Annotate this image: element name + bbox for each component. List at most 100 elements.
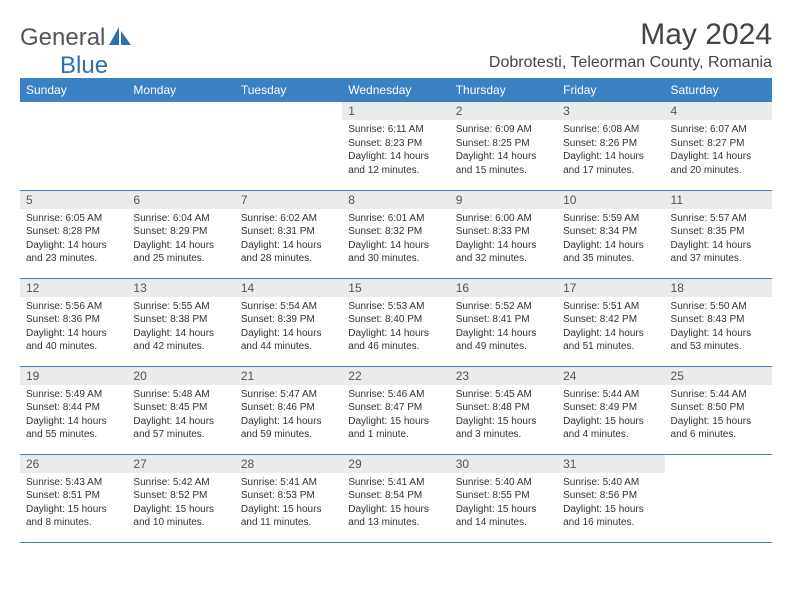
day-details: Sunrise: 6:02 AMSunset: 8:31 PMDaylight:… [235, 209, 342, 270]
header: General May 2024 Dobrotesti, Teleorman C… [20, 18, 772, 72]
calendar-day: 26Sunrise: 5:43 AMSunset: 8:51 PMDayligh… [20, 454, 127, 542]
day-details: Sunrise: 5:47 AMSunset: 8:46 PMDaylight:… [235, 385, 342, 446]
day-number: 10 [557, 191, 664, 209]
day-number: 27 [127, 455, 234, 473]
calendar-table: SundayMondayTuesdayWednesdayThursdayFrid… [20, 78, 772, 543]
day-details: Sunrise: 6:08 AMSunset: 8:26 PMDaylight:… [557, 120, 664, 181]
calendar-body: 0001Sunrise: 6:11 AMSunset: 8:23 PMDayli… [20, 102, 772, 542]
day-details: Sunrise: 6:07 AMSunset: 8:27 PMDaylight:… [665, 120, 772, 181]
calendar-day: 21Sunrise: 5:47 AMSunset: 8:46 PMDayligh… [235, 366, 342, 454]
calendar-day: 28Sunrise: 5:41 AMSunset: 8:53 PMDayligh… [235, 454, 342, 542]
calendar-day: 17Sunrise: 5:51 AMSunset: 8:42 PMDayligh… [557, 278, 664, 366]
day-number: 24 [557, 367, 664, 385]
calendar-day: 25Sunrise: 5:44 AMSunset: 8:50 PMDayligh… [665, 366, 772, 454]
calendar-day: 22Sunrise: 5:46 AMSunset: 8:47 PMDayligh… [342, 366, 449, 454]
weekday-header: Thursday [450, 78, 557, 102]
day-details: Sunrise: 5:51 AMSunset: 8:42 PMDaylight:… [557, 297, 664, 358]
day-details: Sunrise: 5:53 AMSunset: 8:40 PMDaylight:… [342, 297, 449, 358]
calendar-row: 12Sunrise: 5:56 AMSunset: 8:36 PMDayligh… [20, 278, 772, 366]
calendar-day: 30Sunrise: 5:40 AMSunset: 8:55 PMDayligh… [450, 454, 557, 542]
weekday-header: Saturday [665, 78, 772, 102]
weekday-header: Wednesday [342, 78, 449, 102]
day-details: Sunrise: 5:57 AMSunset: 8:35 PMDaylight:… [665, 209, 772, 270]
day-number: 22 [342, 367, 449, 385]
calendar-day: 8Sunrise: 6:01 AMSunset: 8:32 PMDaylight… [342, 190, 449, 278]
day-details: Sunrise: 5:54 AMSunset: 8:39 PMDaylight:… [235, 297, 342, 358]
calendar-day: 4Sunrise: 6:07 AMSunset: 8:27 PMDaylight… [665, 102, 772, 190]
day-number: 7 [235, 191, 342, 209]
calendar-row: 5Sunrise: 6:05 AMSunset: 8:28 PMDaylight… [20, 190, 772, 278]
calendar-day: 5Sunrise: 6:05 AMSunset: 8:28 PMDaylight… [20, 190, 127, 278]
calendar-day: 6Sunrise: 6:04 AMSunset: 8:29 PMDaylight… [127, 190, 234, 278]
calendar-day: 12Sunrise: 5:56 AMSunset: 8:36 PMDayligh… [20, 278, 127, 366]
weekday-header: Monday [127, 78, 234, 102]
day-details: Sunrise: 6:00 AMSunset: 8:33 PMDaylight:… [450, 209, 557, 270]
calendar-day: 18Sunrise: 5:50 AMSunset: 8:43 PMDayligh… [665, 278, 772, 366]
day-number: 19 [20, 367, 127, 385]
day-number: 21 [235, 367, 342, 385]
day-details: Sunrise: 5:41 AMSunset: 8:53 PMDaylight:… [235, 473, 342, 534]
day-details: Sunrise: 5:48 AMSunset: 8:45 PMDaylight:… [127, 385, 234, 446]
day-details: Sunrise: 5:45 AMSunset: 8:48 PMDaylight:… [450, 385, 557, 446]
day-number: 2 [450, 102, 557, 120]
day-details: Sunrise: 5:56 AMSunset: 8:36 PMDaylight:… [20, 297, 127, 358]
calendar-day: 16Sunrise: 5:52 AMSunset: 8:41 PMDayligh… [450, 278, 557, 366]
calendar-day: 1Sunrise: 6:11 AMSunset: 8:23 PMDaylight… [342, 102, 449, 190]
day-details: Sunrise: 6:01 AMSunset: 8:32 PMDaylight:… [342, 209, 449, 270]
weekday-header: Sunday [20, 78, 127, 102]
calendar-day: 19Sunrise: 5:49 AMSunset: 8:44 PMDayligh… [20, 366, 127, 454]
day-number: 5 [20, 191, 127, 209]
calendar-day: 31Sunrise: 5:40 AMSunset: 8:56 PMDayligh… [557, 454, 664, 542]
title-block: May 2024 Dobrotesti, Teleorman County, R… [489, 18, 772, 72]
day-number: 26 [20, 455, 127, 473]
calendar-row: 0001Sunrise: 6:11 AMSunset: 8:23 PMDayli… [20, 102, 772, 190]
day-details: Sunrise: 5:44 AMSunset: 8:50 PMDaylight:… [665, 385, 772, 446]
day-details: Sunrise: 5:59 AMSunset: 8:34 PMDaylight:… [557, 209, 664, 270]
day-number: 29 [342, 455, 449, 473]
day-number: 15 [342, 279, 449, 297]
day-number: 9 [450, 191, 557, 209]
day-number: 16 [450, 279, 557, 297]
calendar-day: 14Sunrise: 5:54 AMSunset: 8:39 PMDayligh… [235, 278, 342, 366]
day-number: 11 [665, 191, 772, 209]
day-number: 17 [557, 279, 664, 297]
day-details: Sunrise: 5:41 AMSunset: 8:54 PMDaylight:… [342, 473, 449, 534]
day-details: Sunrise: 5:40 AMSunset: 8:56 PMDaylight:… [557, 473, 664, 534]
day-number: 8 [342, 191, 449, 209]
calendar-day: 10Sunrise: 5:59 AMSunset: 8:34 PMDayligh… [557, 190, 664, 278]
location-text: Dobrotesti, Teleorman County, Romania [489, 54, 772, 72]
calendar-row: 19Sunrise: 5:49 AMSunset: 8:44 PMDayligh… [20, 366, 772, 454]
calendar-day: 15Sunrise: 5:53 AMSunset: 8:40 PMDayligh… [342, 278, 449, 366]
day-details: Sunrise: 5:42 AMSunset: 8:52 PMDaylight:… [127, 473, 234, 534]
day-number: 14 [235, 279, 342, 297]
day-details: Sunrise: 5:46 AMSunset: 8:47 PMDaylight:… [342, 385, 449, 446]
day-details: Sunrise: 6:11 AMSunset: 8:23 PMDaylight:… [342, 120, 449, 181]
calendar-day: 13Sunrise: 5:55 AMSunset: 8:38 PMDayligh… [127, 278, 234, 366]
day-number: 25 [665, 367, 772, 385]
brand-name-right: Blue [60, 52, 108, 80]
calendar-day: 3Sunrise: 6:08 AMSunset: 8:26 PMDaylight… [557, 102, 664, 190]
month-title: May 2024 [489, 18, 772, 52]
day-number: 1 [342, 102, 449, 120]
calendar-day: 23Sunrise: 5:45 AMSunset: 8:48 PMDayligh… [450, 366, 557, 454]
calendar-day: 27Sunrise: 5:42 AMSunset: 8:52 PMDayligh… [127, 454, 234, 542]
day-number: 18 [665, 279, 772, 297]
calendar-day-empty: 0 [665, 454, 772, 542]
day-number: 28 [235, 455, 342, 473]
day-details: Sunrise: 5:52 AMSunset: 8:41 PMDaylight:… [450, 297, 557, 358]
calendar-day: 7Sunrise: 6:02 AMSunset: 8:31 PMDaylight… [235, 190, 342, 278]
weekday-header-row: SundayMondayTuesdayWednesdayThursdayFrid… [20, 78, 772, 102]
day-details: Sunrise: 5:49 AMSunset: 8:44 PMDaylight:… [20, 385, 127, 446]
calendar-day: 24Sunrise: 5:44 AMSunset: 8:49 PMDayligh… [557, 366, 664, 454]
calendar-day: 29Sunrise: 5:41 AMSunset: 8:54 PMDayligh… [342, 454, 449, 542]
day-details: Sunrise: 5:44 AMSunset: 8:49 PMDaylight:… [557, 385, 664, 446]
calendar-day: 2Sunrise: 6:09 AMSunset: 8:25 PMDaylight… [450, 102, 557, 190]
day-details: Sunrise: 6:09 AMSunset: 8:25 PMDaylight:… [450, 120, 557, 181]
weekday-header: Friday [557, 78, 664, 102]
day-number: 30 [450, 455, 557, 473]
day-number: 20 [127, 367, 234, 385]
weekday-header: Tuesday [235, 78, 342, 102]
calendar-day-empty: 0 [235, 102, 342, 190]
brand-logo: General [20, 24, 135, 52]
day-details: Sunrise: 6:05 AMSunset: 8:28 PMDaylight:… [20, 209, 127, 270]
